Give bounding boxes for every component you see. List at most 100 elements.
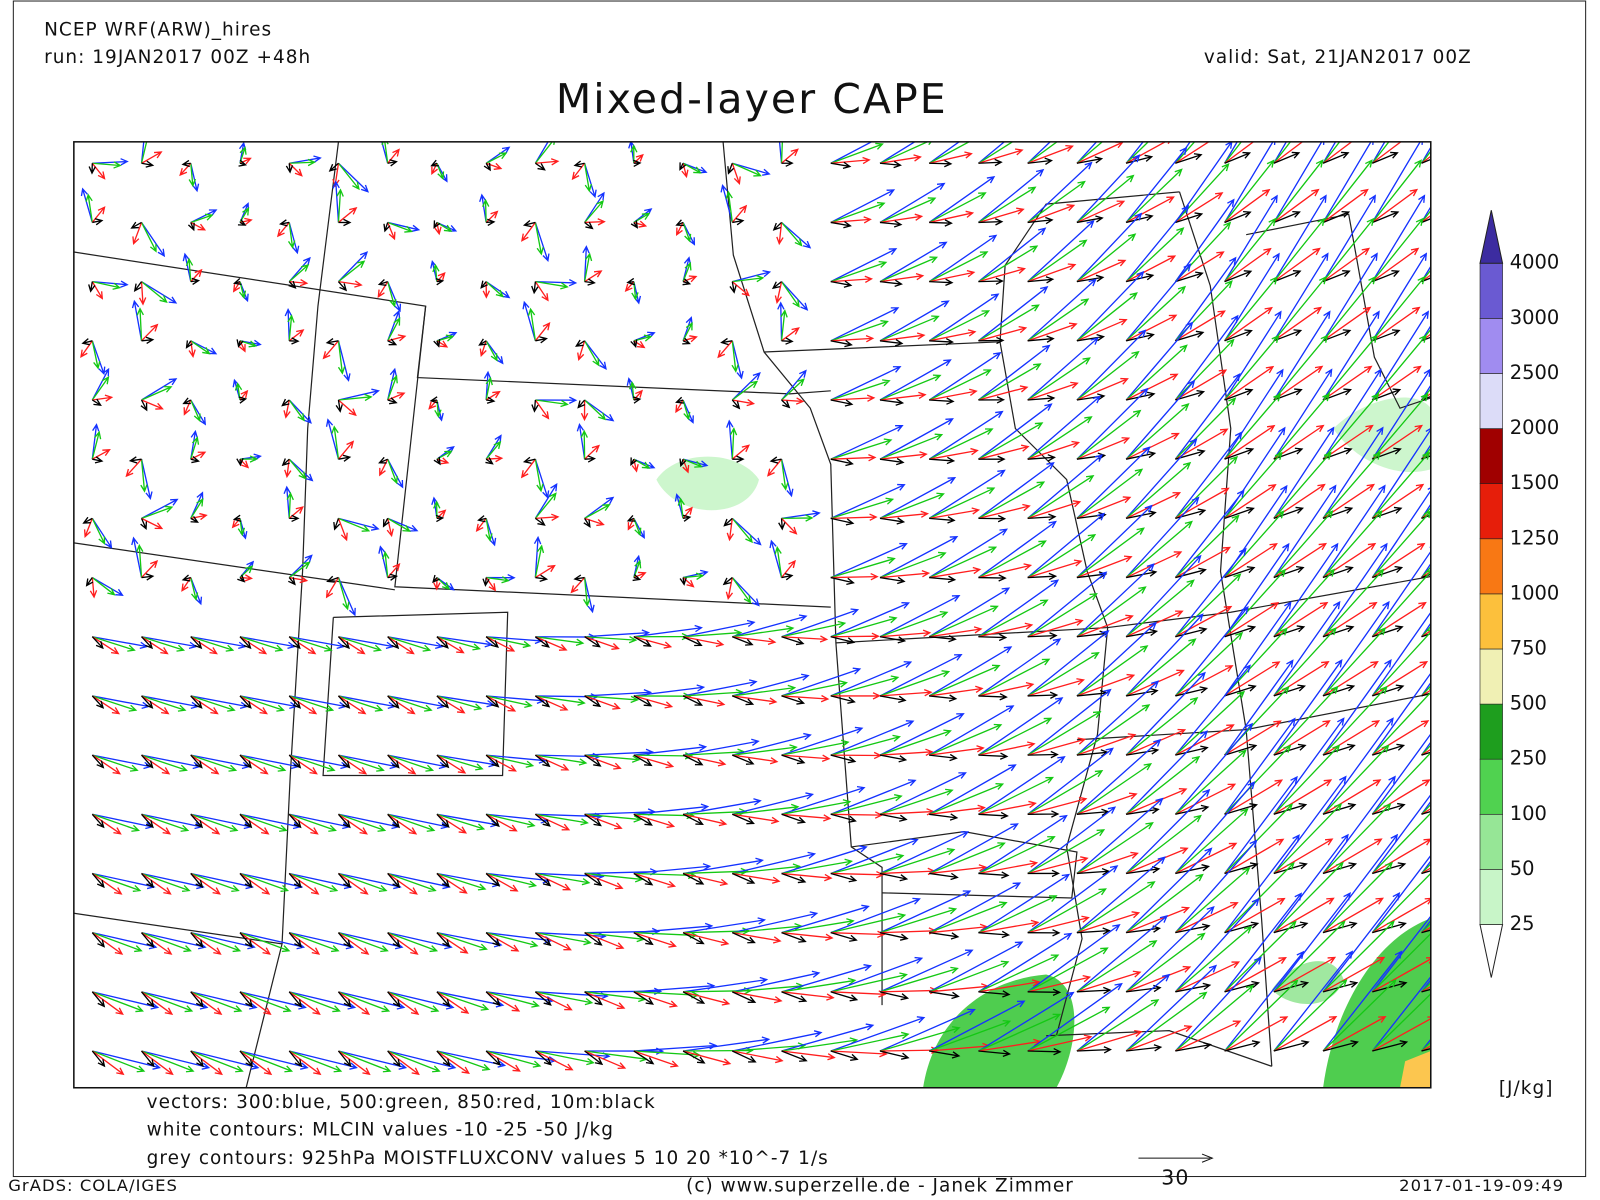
wind-vector (141, 991, 194, 1013)
colorbar-label: 500 (1510, 692, 1547, 715)
wind-vector (717, 340, 733, 359)
wind-vector (676, 222, 684, 237)
wind-vector (1371, 672, 1431, 756)
wind-vector (141, 151, 163, 164)
wind-vector (485, 281, 504, 298)
wind-vector (337, 162, 360, 191)
wind-vector (731, 444, 751, 460)
wind-vector (879, 300, 950, 342)
wind-vector (1174, 314, 1239, 401)
wind-vector (1027, 796, 1088, 815)
wind-vector (830, 248, 898, 283)
wind-vector (1027, 691, 1059, 699)
wind-vector (781, 739, 850, 756)
wind-vector (91, 367, 110, 401)
wind-vector (1126, 332, 1155, 342)
wind-vector (1076, 329, 1147, 401)
wind-vector (1027, 829, 1106, 875)
wind-vector (830, 794, 903, 815)
wind-vector (531, 399, 539, 413)
wind-vector (675, 396, 684, 404)
wind-vector (1421, 810, 1431, 815)
wind-vector (91, 340, 101, 370)
wind-vector (91, 695, 121, 715)
wind-vector (436, 754, 484, 771)
wind-vector (387, 374, 398, 401)
wind-vector (338, 1050, 408, 1070)
wind-vector (485, 754, 500, 768)
wind-vector (1174, 163, 1230, 223)
wind-vector (337, 340, 351, 382)
wind-vector (533, 535, 542, 578)
wind-vector (584, 813, 642, 823)
wind-vector (1027, 512, 1106, 579)
wind-vector (322, 340, 339, 360)
wind-vector (929, 635, 957, 643)
wind-vector (978, 991, 1075, 1052)
colorbar: 2550100250500750100012501500200025003000… (1479, 210, 1560, 978)
wind-vector (337, 695, 351, 709)
wind-vector (486, 218, 496, 226)
wind-vector (633, 813, 676, 829)
wind-vector (633, 1050, 679, 1068)
wind-vector (338, 813, 387, 832)
wind-vector (928, 352, 1002, 401)
wind-vector (1125, 1025, 1193, 1052)
wind-vector (485, 340, 498, 362)
wind-vector (1125, 314, 1178, 342)
wind-vector (830, 872, 858, 883)
wind-vector (1273, 141, 1292, 164)
wind-vector (830, 912, 907, 934)
wind-vector (1027, 416, 1093, 460)
wind-vector (633, 872, 677, 888)
wind-vector (1273, 717, 1345, 815)
wind-vector (682, 991, 731, 1006)
wind-vector (239, 873, 253, 889)
wind-vector (190, 872, 240, 892)
wind-vector (387, 148, 400, 164)
wind-vector (1125, 873, 1204, 934)
wind-vector (387, 392, 406, 401)
colorbar-segment (1479, 318, 1503, 374)
wind-vector (91, 577, 116, 596)
wind-vector (584, 636, 601, 648)
wind-vector (1125, 196, 1175, 224)
wind-vector (1371, 628, 1431, 697)
wind-vector (978, 871, 1010, 879)
wind-vector (774, 545, 783, 578)
wind-vector (781, 327, 800, 342)
wind-vector (978, 218, 1004, 226)
wind-vector (232, 514, 242, 522)
wind-vector (182, 397, 192, 405)
wind-vector (535, 396, 578, 404)
wind-vector (436, 695, 466, 714)
wind-vector (1273, 210, 1301, 224)
wind-vector (141, 399, 164, 410)
wind-vector (239, 813, 270, 835)
wind-vector (630, 457, 638, 466)
wind-vector (338, 695, 384, 712)
wind-vector (1076, 851, 1139, 875)
wind-vector (387, 636, 400, 650)
wind-vector (830, 734, 901, 756)
wind-vector (91, 813, 105, 829)
wind-vector (780, 141, 784, 164)
wind-vector (830, 142, 884, 164)
wind-vector (731, 577, 760, 607)
wind-vector (1371, 854, 1431, 934)
colorbar-label: 1500 (1510, 471, 1560, 494)
wind-vector (288, 399, 312, 424)
wind-vector (781, 221, 812, 249)
wind-vector (432, 574, 440, 584)
wind-vector (387, 367, 397, 401)
wind-vector (633, 991, 654, 1005)
wind-vector (1322, 921, 1358, 934)
wind-vector (732, 625, 795, 638)
wind-vector (141, 1050, 174, 1076)
wind-vector (879, 636, 907, 644)
wind-vector (781, 918, 855, 934)
wind-vector (682, 577, 695, 588)
wind-vector (633, 813, 653, 826)
wind-vector (1371, 793, 1431, 874)
reference-arrow-head (1201, 1153, 1214, 1163)
